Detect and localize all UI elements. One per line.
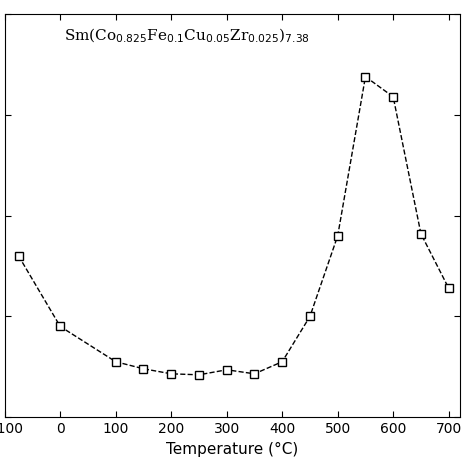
X-axis label: Temperature (°C): Temperature (°C) (166, 442, 299, 456)
Text: Sm(Co$_{0.825}$Fe$_{0.1}$Cu$_{0.05}$Zr$_{0.025}$)$_{7.38}$: Sm(Co$_{0.825}$Fe$_{0.1}$Cu$_{0.05}$Zr$_… (64, 27, 310, 45)
